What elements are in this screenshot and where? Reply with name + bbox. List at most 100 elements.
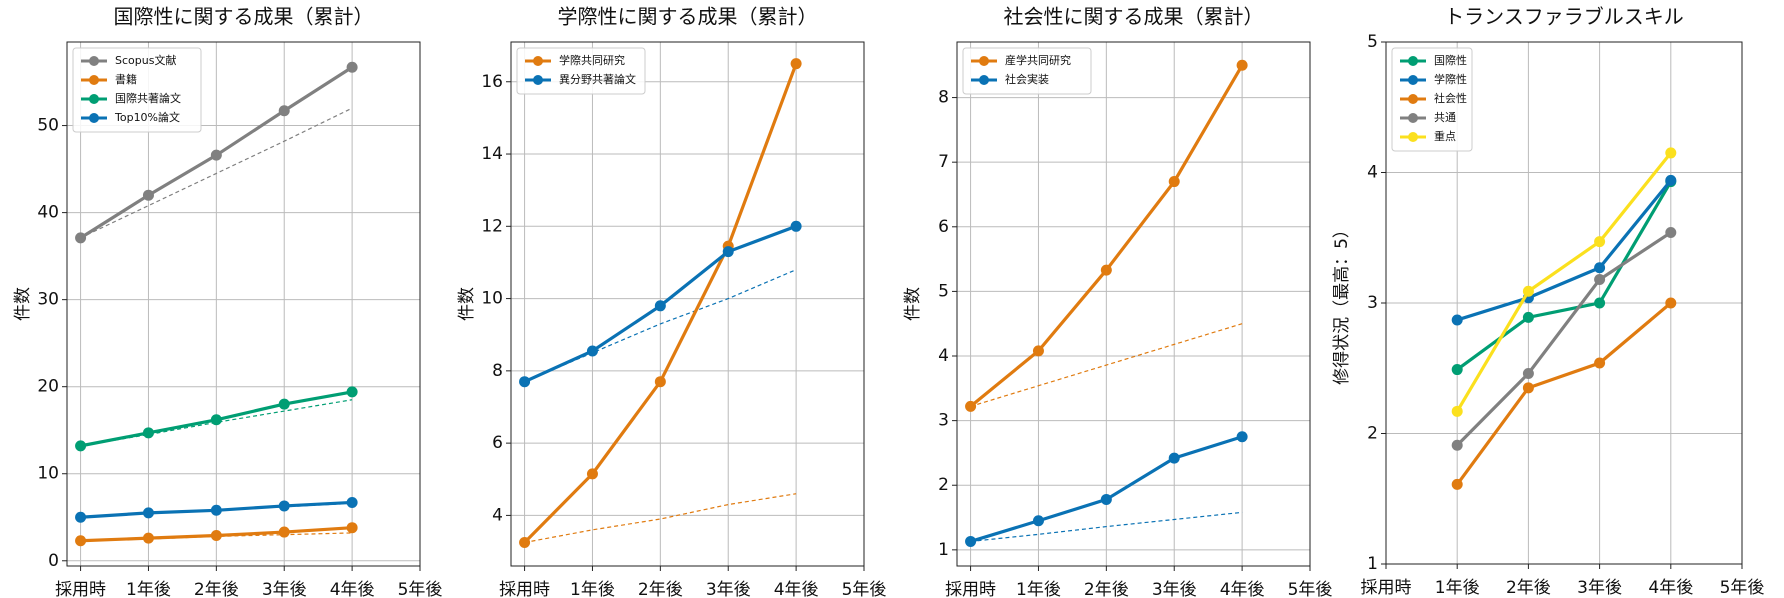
- data-point: [790, 58, 802, 70]
- data-point: [1032, 345, 1044, 357]
- data-point: [75, 511, 87, 523]
- x-tick-label: 3年後: [1577, 578, 1622, 598]
- y-tick-label: 6: [492, 433, 503, 453]
- data-point: [210, 149, 222, 161]
- trend-line: [970, 511, 1243, 543]
- data-point: [1522, 311, 1534, 323]
- y-axis-label: 件数: [13, 287, 33, 321]
- y-tick-label: 2: [938, 475, 949, 495]
- legend-label: 重点: [1434, 129, 1456, 143]
- data-point: [1594, 357, 1606, 369]
- y-tick-label: 16: [481, 72, 503, 92]
- data-point: [1594, 297, 1606, 309]
- data-point: [142, 507, 154, 519]
- trend-line: [80, 107, 353, 239]
- legend-marker: [89, 56, 99, 66]
- y-tick-label: 3: [1367, 293, 1378, 313]
- data-point: [142, 532, 154, 544]
- data-point: [210, 414, 222, 426]
- y-tick-label: 50: [37, 116, 59, 136]
- data-point: [1168, 452, 1180, 464]
- series-line: [1456, 180, 1673, 371]
- plot-frame: [66, 41, 421, 567]
- legend-label: 社会実装: [1005, 72, 1049, 86]
- x-tick-label: 2年後: [194, 580, 239, 598]
- data-point: [1522, 367, 1534, 379]
- data-point: [1451, 314, 1463, 326]
- legend-label: 共通: [1434, 111, 1456, 124]
- data-point: [1594, 236, 1606, 248]
- legend-marker: [89, 113, 99, 123]
- legend-label: Scopus文献: [115, 53, 176, 67]
- data-point: [1451, 478, 1463, 490]
- legend-label: 国際性: [1434, 53, 1467, 67]
- chart-title: 国際性に関する成果（累計）: [114, 5, 374, 29]
- data-point: [346, 522, 358, 534]
- legend-marker: [533, 75, 543, 85]
- legend-marker: [89, 94, 99, 104]
- y-axis-label: 件数: [903, 287, 923, 321]
- data-point: [965, 535, 977, 547]
- y-tick-label: 10: [481, 289, 503, 309]
- data-point: [722, 246, 734, 258]
- data-point: [1594, 274, 1606, 286]
- y-tick-label: 1: [938, 540, 949, 560]
- data-point: [1032, 515, 1044, 527]
- data-point: [210, 504, 222, 516]
- data-point: [142, 427, 154, 439]
- y-tick-label: 40: [37, 203, 59, 223]
- data-point: [346, 61, 358, 73]
- data-point: [586, 345, 598, 357]
- chart-panel: 社会性に関する成果（累計） 件数 1 2 3 4 5 6 7 8 採用時 1年後 2年後 3年後 4年後 5年…: [903, 5, 1332, 598]
- x-tick-label: 2年後: [1506, 578, 1551, 598]
- data-point: [1665, 147, 1677, 159]
- x-tick-label: 5年後: [842, 580, 887, 598]
- y-tick-label: 12: [481, 216, 503, 236]
- x-tick-label: 1年後: [570, 580, 615, 598]
- legend-label: 国際共著論文: [115, 91, 181, 105]
- y-tick-label: 6: [938, 217, 949, 237]
- x-tick-label: 3年後: [262, 580, 307, 598]
- data-point: [654, 300, 666, 312]
- y-tick-label: 14: [481, 144, 503, 164]
- y-tick-label: 5: [1367, 32, 1378, 52]
- x-tick-label: 1年後: [1016, 580, 1061, 598]
- series-line: [1456, 179, 1673, 322]
- legend-label: 異分野共著論文: [559, 72, 636, 86]
- y-tick-label: 4: [938, 346, 949, 366]
- legend-marker: [1408, 75, 1418, 85]
- plot-frame: [1385, 41, 1743, 565]
- legend-label: 書籍: [115, 72, 137, 86]
- plot-frame: [510, 41, 865, 567]
- legend-marker: [89, 75, 99, 85]
- data-point: [1522, 382, 1534, 394]
- x-tick-label: 採用時: [1361, 578, 1412, 598]
- y-axis-label: 修得状況（最高：5）: [1332, 221, 1352, 385]
- data-point: [965, 400, 977, 412]
- data-point: [75, 232, 87, 244]
- data-point: [1100, 493, 1112, 505]
- y-tick-label: 0: [48, 551, 59, 571]
- data-point: [346, 386, 358, 398]
- legend-label: Top10%論文: [114, 110, 180, 124]
- data-point: [519, 376, 531, 388]
- y-axis-label: 件数: [457, 287, 477, 321]
- y-tick-label: 1: [1367, 554, 1378, 574]
- legend-marker: [979, 56, 989, 66]
- data-point: [519, 537, 531, 549]
- data-point: [75, 535, 87, 547]
- data-point: [75, 440, 87, 452]
- data-point: [1451, 439, 1463, 451]
- x-tick-label: 採用時: [55, 580, 106, 598]
- legend-label: 社会性: [1434, 91, 1467, 105]
- x-tick-label: 2年後: [638, 580, 683, 598]
- data-point: [1522, 285, 1534, 297]
- y-tick-label: 4: [492, 505, 503, 525]
- data-point: [1168, 176, 1180, 188]
- data-point: [1451, 405, 1463, 417]
- y-tick-label: 8: [938, 88, 949, 108]
- data-point: [278, 105, 290, 117]
- y-tick-label: 30: [37, 290, 59, 310]
- y-tick-label: 5: [938, 281, 949, 301]
